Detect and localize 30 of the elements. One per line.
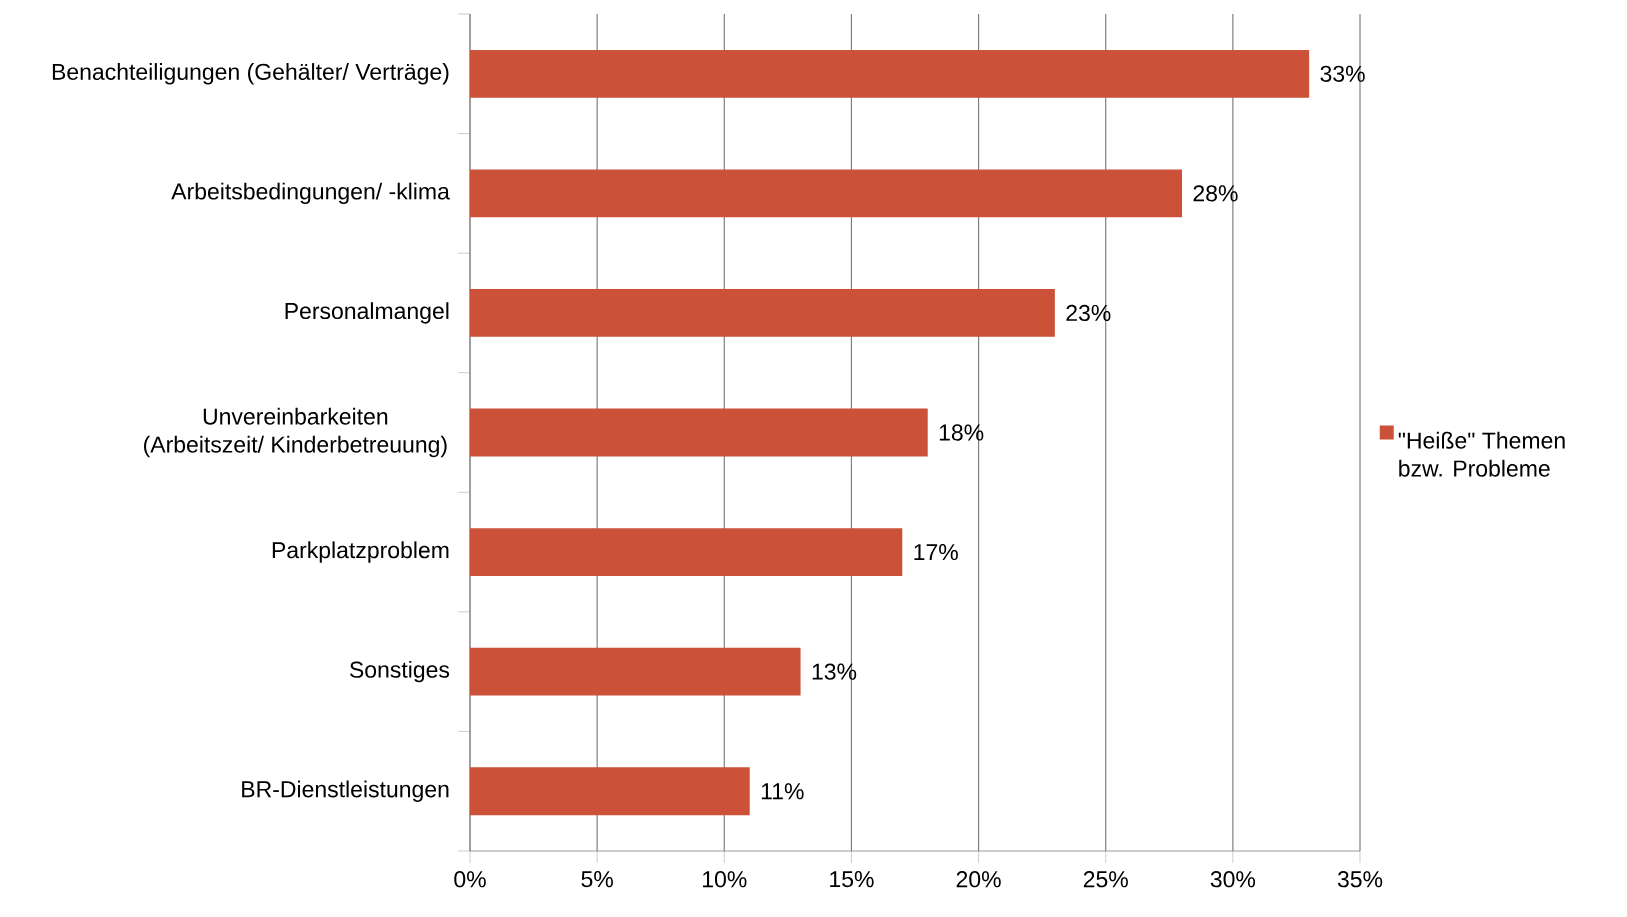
x-tick-label: 10% — [703, 871, 747, 888]
bar — [470, 528, 903, 576]
data-label: 23% — [1066, 304, 1111, 322]
bar — [470, 647, 801, 696]
x-tick-label: 15% — [830, 871, 874, 888]
x-tick-label: 20% — [956, 871, 1001, 888]
y-tick-label: Personalmangel — [285, 302, 449, 324]
x-tick-label: 30% — [1210, 871, 1256, 888]
legend-label: "Heiße" Themen bzw. Probleme — [1398, 431, 1565, 477]
data-label: 33% — [1320, 65, 1365, 82]
data-label: 28% — [1193, 185, 1238, 202]
x-tick-label: 25% — [1083, 871, 1128, 888]
y-tick-label: Benachteiligungen (Gehälter/ Verträge) — [52, 63, 449, 85]
data-label: 13% — [812, 663, 857, 680]
data-label: 18% — [939, 424, 984, 441]
x-tick-label: 0% — [454, 871, 486, 888]
bar — [470, 169, 1183, 218]
data-label: 11% — [761, 783, 804, 800]
bar — [470, 408, 928, 457]
y-tick-label: Arbeitsbedingungen/ -klima — [171, 182, 450, 205]
data-label: 17% — [914, 544, 958, 561]
y-tick-label: Unvereinbarkeiten (Arbeitszeit/ Kinderbetreuung) — [144, 407, 447, 458]
y-tick-label: BR-Dienstleistungen — [242, 780, 449, 802]
bar — [470, 289, 1055, 337]
y-tick-label: Parkplatzproblem — [272, 541, 449, 563]
bar — [470, 767, 750, 816]
x-tick-label: 35% — [1337, 871, 1383, 888]
bar — [470, 49, 1310, 98]
x-tick-label: 5% — [581, 871, 613, 888]
y-tick-label: Sonstiges — [349, 660, 450, 683]
